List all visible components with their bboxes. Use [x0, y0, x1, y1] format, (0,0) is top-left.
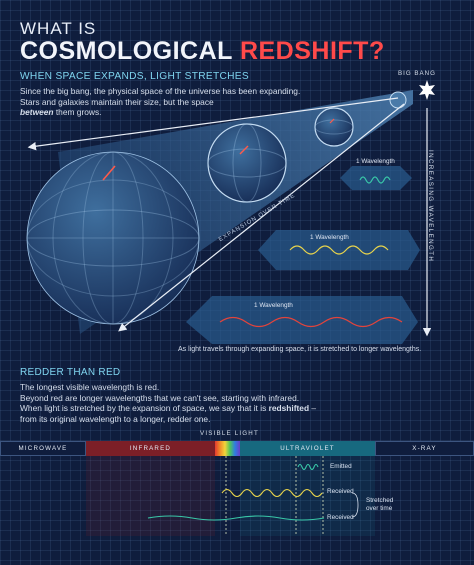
- stretched-label-2: over time: [366, 505, 393, 512]
- title-part-2: REDSHIFT?: [239, 37, 385, 65]
- big-bang-label: BIG BANG: [398, 70, 436, 77]
- stretched-bracket: [351, 492, 359, 518]
- intro-line-3: between them grows.: [20, 107, 350, 118]
- received-label-2: Received: [327, 514, 354, 521]
- band-xray: X-RAY: [375, 441, 474, 456]
- received-wave-long: [147, 515, 325, 521]
- section-line-2: Beyond red are longer wavelengths that w…: [20, 392, 300, 403]
- section-paragraph: The longest visible wavelength is red. B…: [20, 382, 420, 424]
- title-part-1: COSMOLOGICAL: [20, 37, 240, 65]
- redshifted-word: redshifted: [268, 403, 310, 414]
- increasing-wavelength-label: INCREASING WAVELENGTH: [427, 150, 434, 263]
- visible-light-label: VISIBLE LIGHT: [200, 430, 259, 437]
- section-line-4: from its original wavelength to a longer…: [20, 413, 211, 424]
- big-bang-icon: [419, 80, 435, 100]
- arrow-diagonal: [118, 103, 405, 332]
- section-line-3: When light is stretched by the expansion…: [20, 403, 420, 414]
- universe-sphere-large: [26, 151, 200, 325]
- universe-sphere-small: [314, 107, 354, 147]
- intro-paragraph: Since the big bang, the physical space o…: [20, 86, 350, 118]
- stretched-label-1: Stretched: [366, 497, 394, 504]
- received-label-1: Received: [327, 488, 354, 495]
- arrow-left: [27, 97, 399, 151]
- section-heading: REDDER THAN RED: [20, 367, 121, 378]
- diagram-caption: As light travels through expanding space…: [178, 346, 422, 353]
- emitted-label: Emitted: [330, 463, 352, 470]
- wave-panel-1: [340, 166, 412, 190]
- section-line-3-end: –: [309, 403, 317, 414]
- wavelength-label-3: 1 Wavelength: [254, 302, 293, 309]
- section-line-1: The longest visible wavelength is red.: [20, 382, 160, 392]
- intro-line-2: Stars and galaxies maintain their size, …: [20, 96, 214, 107]
- band-microwave: MICROWAVE: [0, 441, 86, 456]
- universe-sphere-tiny: [389, 91, 407, 109]
- intro-tail: them grows.: [53, 107, 102, 118]
- intro-emphasis: between: [20, 107, 54, 118]
- band-ultraviolet: ULTRAVIOLET: [240, 441, 375, 456]
- emitted-wave: [297, 463, 319, 471]
- redshift-waves: [86, 456, 375, 536]
- visible-spectrum-bar: [215, 441, 240, 456]
- universe-sphere-medium: [207, 123, 287, 203]
- wave-panel-3: [186, 296, 418, 344]
- wave-panel-2: [258, 230, 420, 270]
- section-line-3-start: When light is stretched by the expansion…: [20, 403, 269, 414]
- intro-line-1: Since the big bang, the physical space o…: [20, 86, 301, 96]
- wavelength-label-1: 1 Wavelength: [356, 158, 395, 165]
- band-infrared: INFRARED: [86, 441, 215, 456]
- received-wave-yellow: [221, 488, 323, 498]
- subtitle: WHEN SPACE EXPANDS, LIGHT STRETCHES: [20, 71, 250, 82]
- title-eyebrow: WHAT IS: [20, 19, 97, 38]
- wavelength-label-2: 1 Wavelength: [310, 234, 349, 241]
- page-title: COSMOLOGICAL REDSHIFT?: [20, 37, 385, 66]
